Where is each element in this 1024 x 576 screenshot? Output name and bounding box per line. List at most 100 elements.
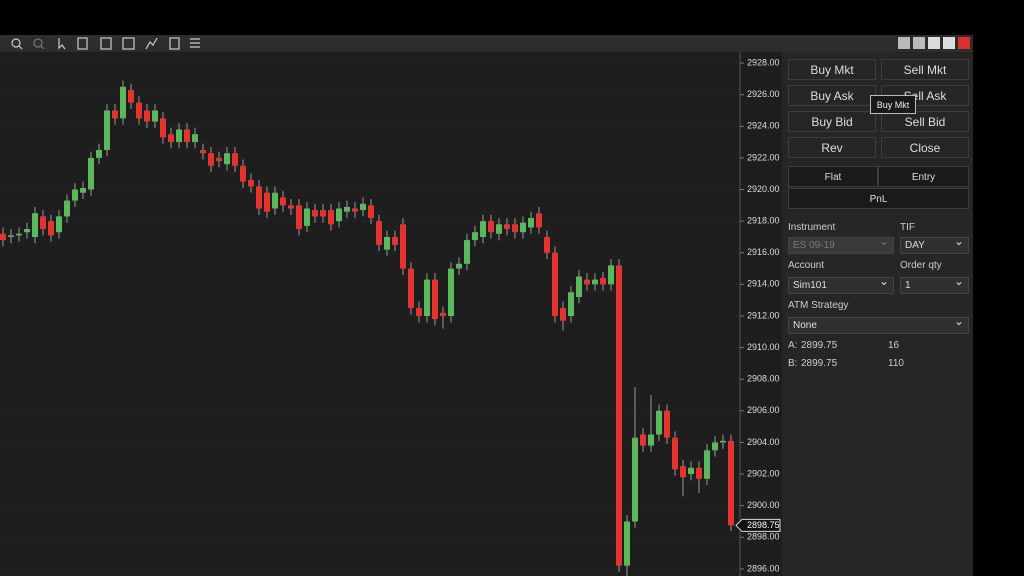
candle-body (64, 200, 70, 217)
candle-body (344, 206, 350, 212)
candle-body (520, 222, 526, 233)
bid-price: 2899.75 (801, 358, 838, 369)
candle-body (672, 437, 678, 470)
y-tick-label: 2914.00 (747, 279, 780, 289)
candle-body (168, 134, 174, 143)
candle-body (528, 217, 534, 228)
label: ATM Strategy (788, 300, 849, 311)
candle-body (80, 187, 86, 193)
order-button[interactable]: Close (881, 137, 969, 158)
instrument-select[interactable]: ES 09-19 (788, 234, 894, 254)
order-button[interactable]: Buy Mkt (788, 59, 876, 80)
entry-button[interactable]: Entry (878, 166, 969, 187)
candle-body (152, 110, 158, 122)
candle-body (312, 210, 318, 217)
price-marker (735, 518, 781, 532)
ask-price: 2899.75 (801, 340, 838, 351)
candle-body (568, 292, 574, 316)
y-tick-label: 2916.00 (747, 247, 780, 257)
candle-body (384, 236, 390, 250)
candle-body (288, 205, 294, 209)
candle-body (656, 410, 662, 435)
candle-body (216, 157, 222, 162)
candle-body (400, 224, 406, 269)
candle-body (464, 240, 470, 264)
order-button[interactable]: Sell Mkt (881, 59, 969, 80)
candle-body (296, 205, 302, 230)
candle-body (600, 278, 606, 285)
candle-body (192, 134, 198, 143)
candle-body (584, 279, 590, 285)
candle-body (560, 308, 566, 321)
flat-button[interactable]: Flat (788, 166, 878, 187)
candle-body (456, 263, 462, 269)
candle-body (496, 224, 502, 234)
candle-body (360, 203, 366, 211)
y-tick-label: 2896.00 (747, 563, 780, 573)
candle-body (728, 440, 734, 526)
y-tick-label: 2928.00 (747, 57, 780, 67)
label: Order qty (900, 260, 942, 271)
toolbar-icons (11, 37, 200, 50)
tif-select[interactable]: DAY (900, 234, 969, 254)
candle-body (160, 118, 166, 138)
candle-body (48, 221, 54, 236)
label: TIF (900, 222, 915, 233)
candle-body (144, 110, 150, 122)
candle-body (112, 110, 118, 119)
candle-body (472, 232, 478, 241)
candle-body (128, 89, 134, 103)
candle-body (544, 236, 550, 253)
candle-body (320, 210, 326, 217)
candle-body (392, 236, 398, 245)
order-button[interactable]: Buy Ask (788, 85, 876, 106)
window-buttons[interactable] (898, 37, 972, 50)
candle-body (88, 157, 94, 190)
candle-body (120, 86, 126, 119)
candle-body (408, 268, 414, 309)
candle-body (176, 129, 182, 143)
candle-body (680, 466, 686, 478)
candle-body (616, 265, 622, 566)
y-tick-label: 2910.00 (747, 342, 780, 352)
candle-body (704, 450, 710, 479)
pnl-button[interactable]: PnL (788, 188, 969, 209)
atm-select[interactable]: None (788, 314, 969, 334)
candle-body (280, 197, 286, 206)
candle-body (264, 192, 270, 212)
y-tick-label: 2902.00 (747, 468, 780, 478)
ask-label: A: (788, 340, 798, 351)
candle-body (200, 150, 206, 154)
y-tick-label: 2918.00 (747, 216, 780, 226)
candle-body (592, 279, 598, 285)
candle-body (256, 186, 262, 209)
candle-body (72, 189, 78, 201)
y-tick-label: 2920.00 (747, 184, 780, 194)
candle-body (184, 129, 190, 143)
candle-body (224, 153, 230, 165)
candle-body (624, 521, 630, 566)
candle-body (96, 150, 102, 158)
candle-body (448, 268, 454, 316)
order-button[interactable]: Sell Bid (881, 111, 969, 132)
y-tick-label: 2924.00 (747, 121, 780, 131)
candle-body (272, 192, 278, 209)
candle-body (416, 308, 422, 316)
candle-body (696, 467, 702, 479)
order-button[interactable]: Buy Bid (788, 111, 876, 132)
candle-body (632, 437, 638, 522)
candle-body (232, 153, 238, 166)
order-panel: Buy Mkt Sell Mkt Buy Ask Sell Ask Buy Bid Sel… (782, 52, 973, 576)
candle-body (0, 233, 6, 241)
candle-body (208, 153, 214, 166)
candle-body (32, 213, 38, 237)
chart: 2928.00 2926.00 2924.00 2922.00 2920.00 2918.… (0, 52, 782, 576)
toolbar (0, 35, 973, 52)
order-button[interactable]: Rev (788, 137, 876, 158)
y-tick-label: 2908.00 (747, 374, 780, 384)
qty-input[interactable]: 1 (900, 274, 969, 294)
candle-body (512, 224, 518, 233)
account-select[interactable]: Sim101 (788, 274, 894, 294)
candle-body (712, 442, 718, 451)
